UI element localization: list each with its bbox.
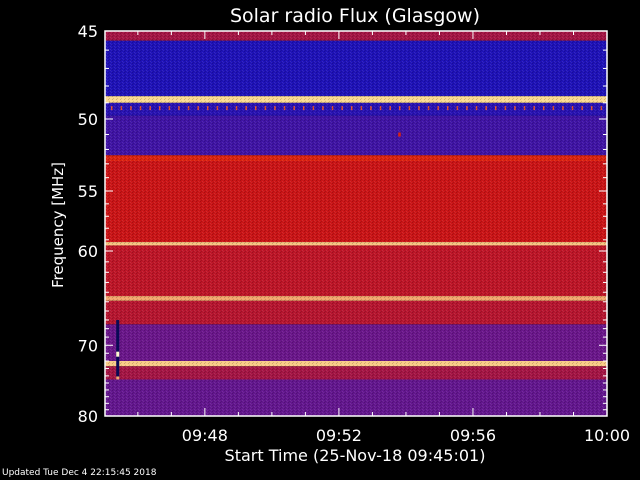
- burst-dot: [398, 132, 401, 137]
- y-axis-label: Frequency [MHz]: [49, 162, 67, 288]
- plot-frame: [104, 30, 608, 417]
- x-tick-label: 10:00: [584, 426, 630, 445]
- x-axis: 09:48 09:52 09:56 10:00: [137, 31, 630, 445]
- x-tick-label: 09:48: [182, 426, 228, 445]
- y-tick-label: 45: [78, 22, 98, 41]
- y-tick-label: 50: [78, 110, 98, 129]
- chart-title: Solar radio Flux (Glasgow): [230, 5, 480, 27]
- plot-area: [105, 31, 607, 416]
- y-tick-label: 80: [78, 407, 98, 426]
- x-tick-label: 09:56: [450, 426, 496, 445]
- y-axis: 45 50 55 60 70 80: [78, 22, 607, 426]
- noise-texture: [105, 31, 607, 416]
- burst-streak-peak: [116, 351, 120, 357]
- x-axis-label: Start Time (25-Nov-18 09:45:01): [225, 446, 486, 465]
- updated-timestamp: Updated Tue Dec 4 22:15:45 2018: [2, 468, 157, 478]
- y-tick-label: 60: [78, 242, 98, 261]
- burst-streak: [116, 319, 120, 380]
- y-tick-label: 55: [78, 182, 98, 201]
- burst-events: [116, 132, 401, 380]
- burst-streak-end: [116, 376, 120, 380]
- x-tick-label: 09:52: [316, 426, 362, 445]
- y-tick-label: 70: [78, 336, 98, 355]
